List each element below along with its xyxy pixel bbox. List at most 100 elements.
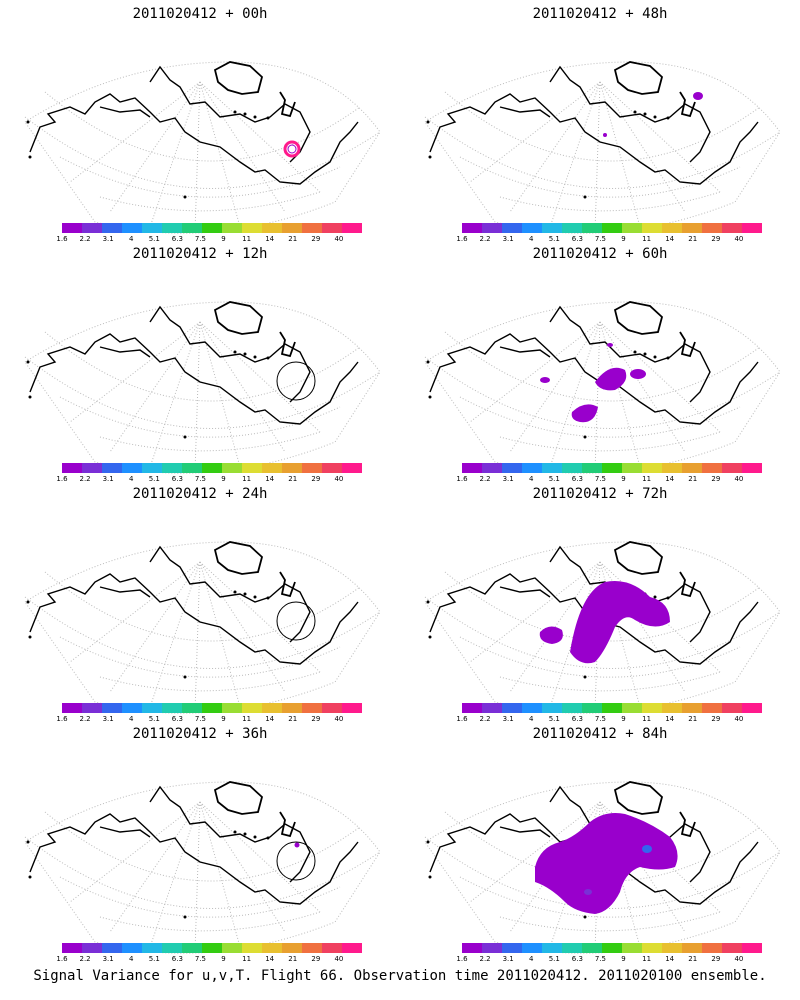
signal-patch [607, 343, 613, 347]
colorbar-swatch [342, 223, 362, 233]
colorbar [462, 703, 762, 713]
graticule [24, 541, 381, 714]
colorbar-tick-label: 21 [288, 235, 298, 243]
map-view [24, 781, 381, 954]
colorbar-tick-label: 40 [734, 715, 744, 723]
figure-caption: Signal Variance for u,v,T. Flight 66. Ob… [33, 968, 767, 984]
colorbar-tick-label: 21 [288, 955, 298, 963]
forecast-panel: 2011020412 + 12h 1.6 2.2 3.1 4 5.1 6.3 7.5 9 11 14… [0, 240, 400, 483]
map-view [424, 781, 781, 954]
colorbar-tick-label: 2.2 [79, 235, 91, 243]
graticule [24, 301, 381, 474]
colorbar-swatch [222, 463, 242, 473]
colorbar-labels: 1.6 2.2 3.1 4 5.1 6.3 7.5 9 11 14 21 29 40 [56, 955, 362, 965]
colorbar-tick-label: 11 [242, 955, 252, 963]
colorbar-tick-label: 1.6 [56, 715, 68, 723]
coastline [26, 781, 359, 919]
forecast-panel: 2011020412 + 48h 1.6 2.2 3.1 4 5.1 6.3 7.5 9 11 14… [400, 0, 800, 243]
colorbar-tick-label: 3.1 [502, 955, 514, 963]
map-view [24, 541, 381, 714]
colorbar-swatch [242, 703, 262, 713]
colorbar-swatch [242, 463, 262, 473]
colorbar-tick-label: 4 [128, 955, 134, 963]
colorbar-tick-label: 9 [621, 955, 626, 963]
colorbar-swatch [602, 703, 622, 713]
colorbar-swatch [242, 943, 262, 953]
colorbar-tick-label: 2.2 [479, 955, 491, 963]
graticule [24, 781, 381, 954]
colorbar-swatch [682, 703, 702, 713]
panel-title: 2011020412 + 36h [132, 726, 268, 742]
colorbar-swatch [142, 223, 162, 233]
observation-circle [276, 841, 316, 881]
map-view [424, 61, 781, 234]
colorbar-swatch [342, 703, 362, 713]
colorbar-swatch [582, 463, 602, 473]
colorbar-swatch [182, 943, 202, 953]
signal-patch [539, 626, 563, 644]
colorbar-swatch [702, 943, 722, 953]
colorbar-tick-label: 11 [642, 715, 652, 723]
colorbar-tick-label: 11 [642, 235, 652, 243]
colorbar-tick-label: 9 [221, 235, 226, 243]
coastline [26, 541, 359, 679]
colorbar-tick-label: 29 [311, 955, 321, 963]
colorbar [62, 223, 362, 233]
colorbar-tick-label: 2.2 [79, 475, 91, 483]
colorbar-swatch [182, 463, 202, 473]
colorbar-swatch [662, 703, 682, 713]
colorbar-swatch [202, 943, 222, 953]
colorbar-swatch [622, 223, 642, 233]
colorbar-tick-label: 5.1 [548, 475, 560, 483]
colorbar-tick-label: 3.1 [102, 475, 114, 483]
colorbar-swatch [162, 703, 182, 713]
colorbar-tick-label: 29 [711, 955, 721, 963]
signal-patch [540, 377, 550, 383]
colorbar-tick-label: 6.3 [171, 235, 183, 243]
colorbar-tick-label: 21 [688, 235, 698, 243]
colorbar-swatch [502, 463, 522, 473]
colorbar-tick-label: 14 [265, 715, 275, 723]
colorbar-swatch [462, 943, 482, 953]
colorbar-swatch [222, 943, 242, 953]
forecast-panel: 2011020412 + 00h 1.6 2.2 3.1 4 5.1 6.3 7.5 9 11 14… [0, 0, 400, 243]
colorbar-swatch [202, 223, 222, 233]
colorbar-swatch [702, 223, 722, 233]
observation-circle [276, 361, 316, 401]
colorbar-swatch [582, 223, 602, 233]
colorbar-swatch [322, 703, 342, 713]
colorbar-labels: 1.6 2.2 3.1 4 5.1 6.3 7.5 9 11 14 21 29 40 [456, 235, 762, 245]
colorbar-swatch [742, 943, 762, 953]
colorbar-swatch [602, 223, 622, 233]
colorbar-tick-label: 6.3 [571, 475, 583, 483]
colorbar-swatch [62, 703, 82, 713]
colorbar-swatch [82, 703, 102, 713]
panel-title: 2011020412 + 72h [532, 486, 668, 502]
colorbar-swatch [562, 463, 582, 473]
colorbar-tick-label: 7.5 [194, 715, 207, 723]
colorbar-swatch [202, 703, 222, 713]
colorbar-swatch [242, 223, 262, 233]
colorbar-swatch [542, 463, 562, 473]
colorbar-labels: 1.6 2.2 3.1 4 5.1 6.3 7.5 9 11 14 21 29 40 [456, 475, 762, 485]
colorbar-swatch [482, 943, 502, 953]
colorbar-tick-label: 1.6 [456, 475, 468, 483]
colorbar-tick-label: 7.5 [594, 715, 607, 723]
colorbar-tick-label: 9 [221, 475, 226, 483]
signal-ring-inner [287, 144, 297, 154]
colorbar-swatch [462, 463, 482, 473]
colorbar-swatch [582, 943, 602, 953]
colorbar-tick-label: 29 [311, 475, 321, 483]
colorbar-tick-label: 6.3 [571, 955, 583, 963]
colorbar-swatch [102, 703, 122, 713]
colorbar-swatch [142, 943, 162, 953]
colorbar-swatch [522, 223, 542, 233]
colorbar-swatch [282, 703, 302, 713]
colorbar-swatch [662, 943, 682, 953]
colorbar-tick-label: 4 [528, 955, 534, 963]
signal-field [603, 92, 703, 137]
colorbar-swatch [222, 703, 242, 713]
colorbar-tick-label: 6.3 [171, 475, 183, 483]
colorbar-tick-label: 14 [665, 235, 675, 243]
colorbar-tick-label: 6.3 [571, 715, 583, 723]
